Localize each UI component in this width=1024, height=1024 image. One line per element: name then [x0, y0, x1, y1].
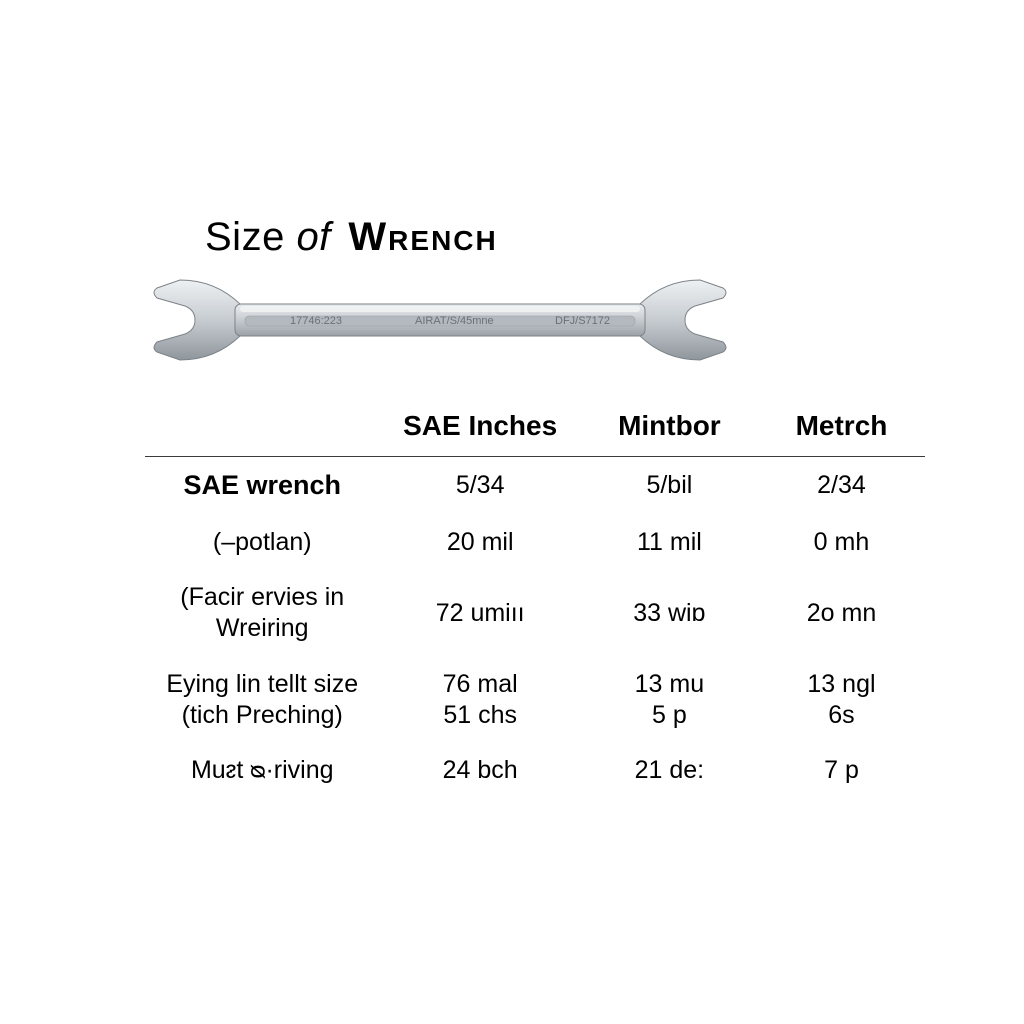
table-head-row: SAE Inches Mintbor Metrch — [145, 400, 925, 457]
size-table: SAE Inches Mintbor Metrch SAE wrench 5/3… — [145, 400, 925, 798]
wrench-engraving-3: DFJ/S7172 — [555, 315, 610, 327]
cell: 72 umiıı — [379, 570, 580, 657]
row-label: (Facir ervies inWreiring — [145, 570, 379, 657]
col-header-mint: Mintbor — [581, 400, 758, 457]
cell: 11 mil — [581, 515, 758, 570]
cell: 13 ngl6s — [758, 657, 925, 744]
cell: 0 mh — [758, 515, 925, 570]
cell: 20 mil — [379, 515, 580, 570]
size-table-wrap: SAE Inches Mintbor Metrch SAE wrench 5/3… — [145, 400, 925, 798]
cell: 7 p — [758, 743, 925, 798]
table-row: Muᴤt ᴓ·riving 24 bch 21 de: 7 p — [145, 743, 925, 798]
wrench-engraving-1: 17746:223 — [290, 315, 342, 327]
table-head-spacer — [145, 400, 379, 457]
cell: 21 de: — [581, 743, 758, 798]
wrench-head-right — [640, 280, 726, 360]
wrench-highlight — [240, 306, 640, 312]
cell: 33 wiɒ — [581, 570, 758, 657]
row-label: (–potlan) — [145, 515, 379, 570]
table-row: SAE wrench 5/34 5/bil 2/34 — [145, 457, 925, 515]
wrench-engraving-2: AIRAT/S/45mne — [415, 315, 494, 327]
row-label: Muᴤt ᴓ·riving — [145, 743, 379, 798]
cell: 13 mu5 p — [581, 657, 758, 744]
cell: 2ᴏ mn — [758, 570, 925, 657]
cell: 2/34 — [758, 457, 925, 515]
wrench-icon: 17746:223 AIRAT/S/45mne DFJ/S7172 — [145, 270, 735, 370]
title-word-of: of — [296, 215, 330, 259]
title: Size of Wrench — [205, 215, 498, 260]
table-row: (Facir ervies inWreiring 72 umiıı 33 wiɒ… — [145, 570, 925, 657]
page: Size of Wrench — [0, 0, 1024, 1024]
col-header-metr: Metrch — [758, 400, 925, 457]
row-label: Eying lin tellt size(tich Preching) — [145, 657, 379, 744]
table-body: SAE wrench 5/34 5/bil 2/34 (–potlan) 20 … — [145, 457, 925, 799]
cell: 5/34 — [379, 457, 580, 515]
cell: 76 mal51 chs — [379, 657, 580, 744]
title-word-size: Size — [205, 215, 285, 259]
title-prefix: Size of — [205, 215, 342, 259]
cell: 24 bch — [379, 743, 580, 798]
wrench-head-left — [154, 280, 240, 360]
table-row: Eying lin tellt size(tich Preching) 76 m… — [145, 657, 925, 744]
title-main: Wrench — [348, 215, 497, 259]
table-row: (–potlan) 20 mil 11 mil 0 mh — [145, 515, 925, 570]
row-label: SAE wrench — [145, 457, 379, 515]
cell: 5/bil — [581, 457, 758, 515]
col-header-sae: SAE Inches — [379, 400, 580, 457]
wrench-illustration: 17746:223 AIRAT/S/45mne DFJ/S7172 — [145, 270, 735, 370]
